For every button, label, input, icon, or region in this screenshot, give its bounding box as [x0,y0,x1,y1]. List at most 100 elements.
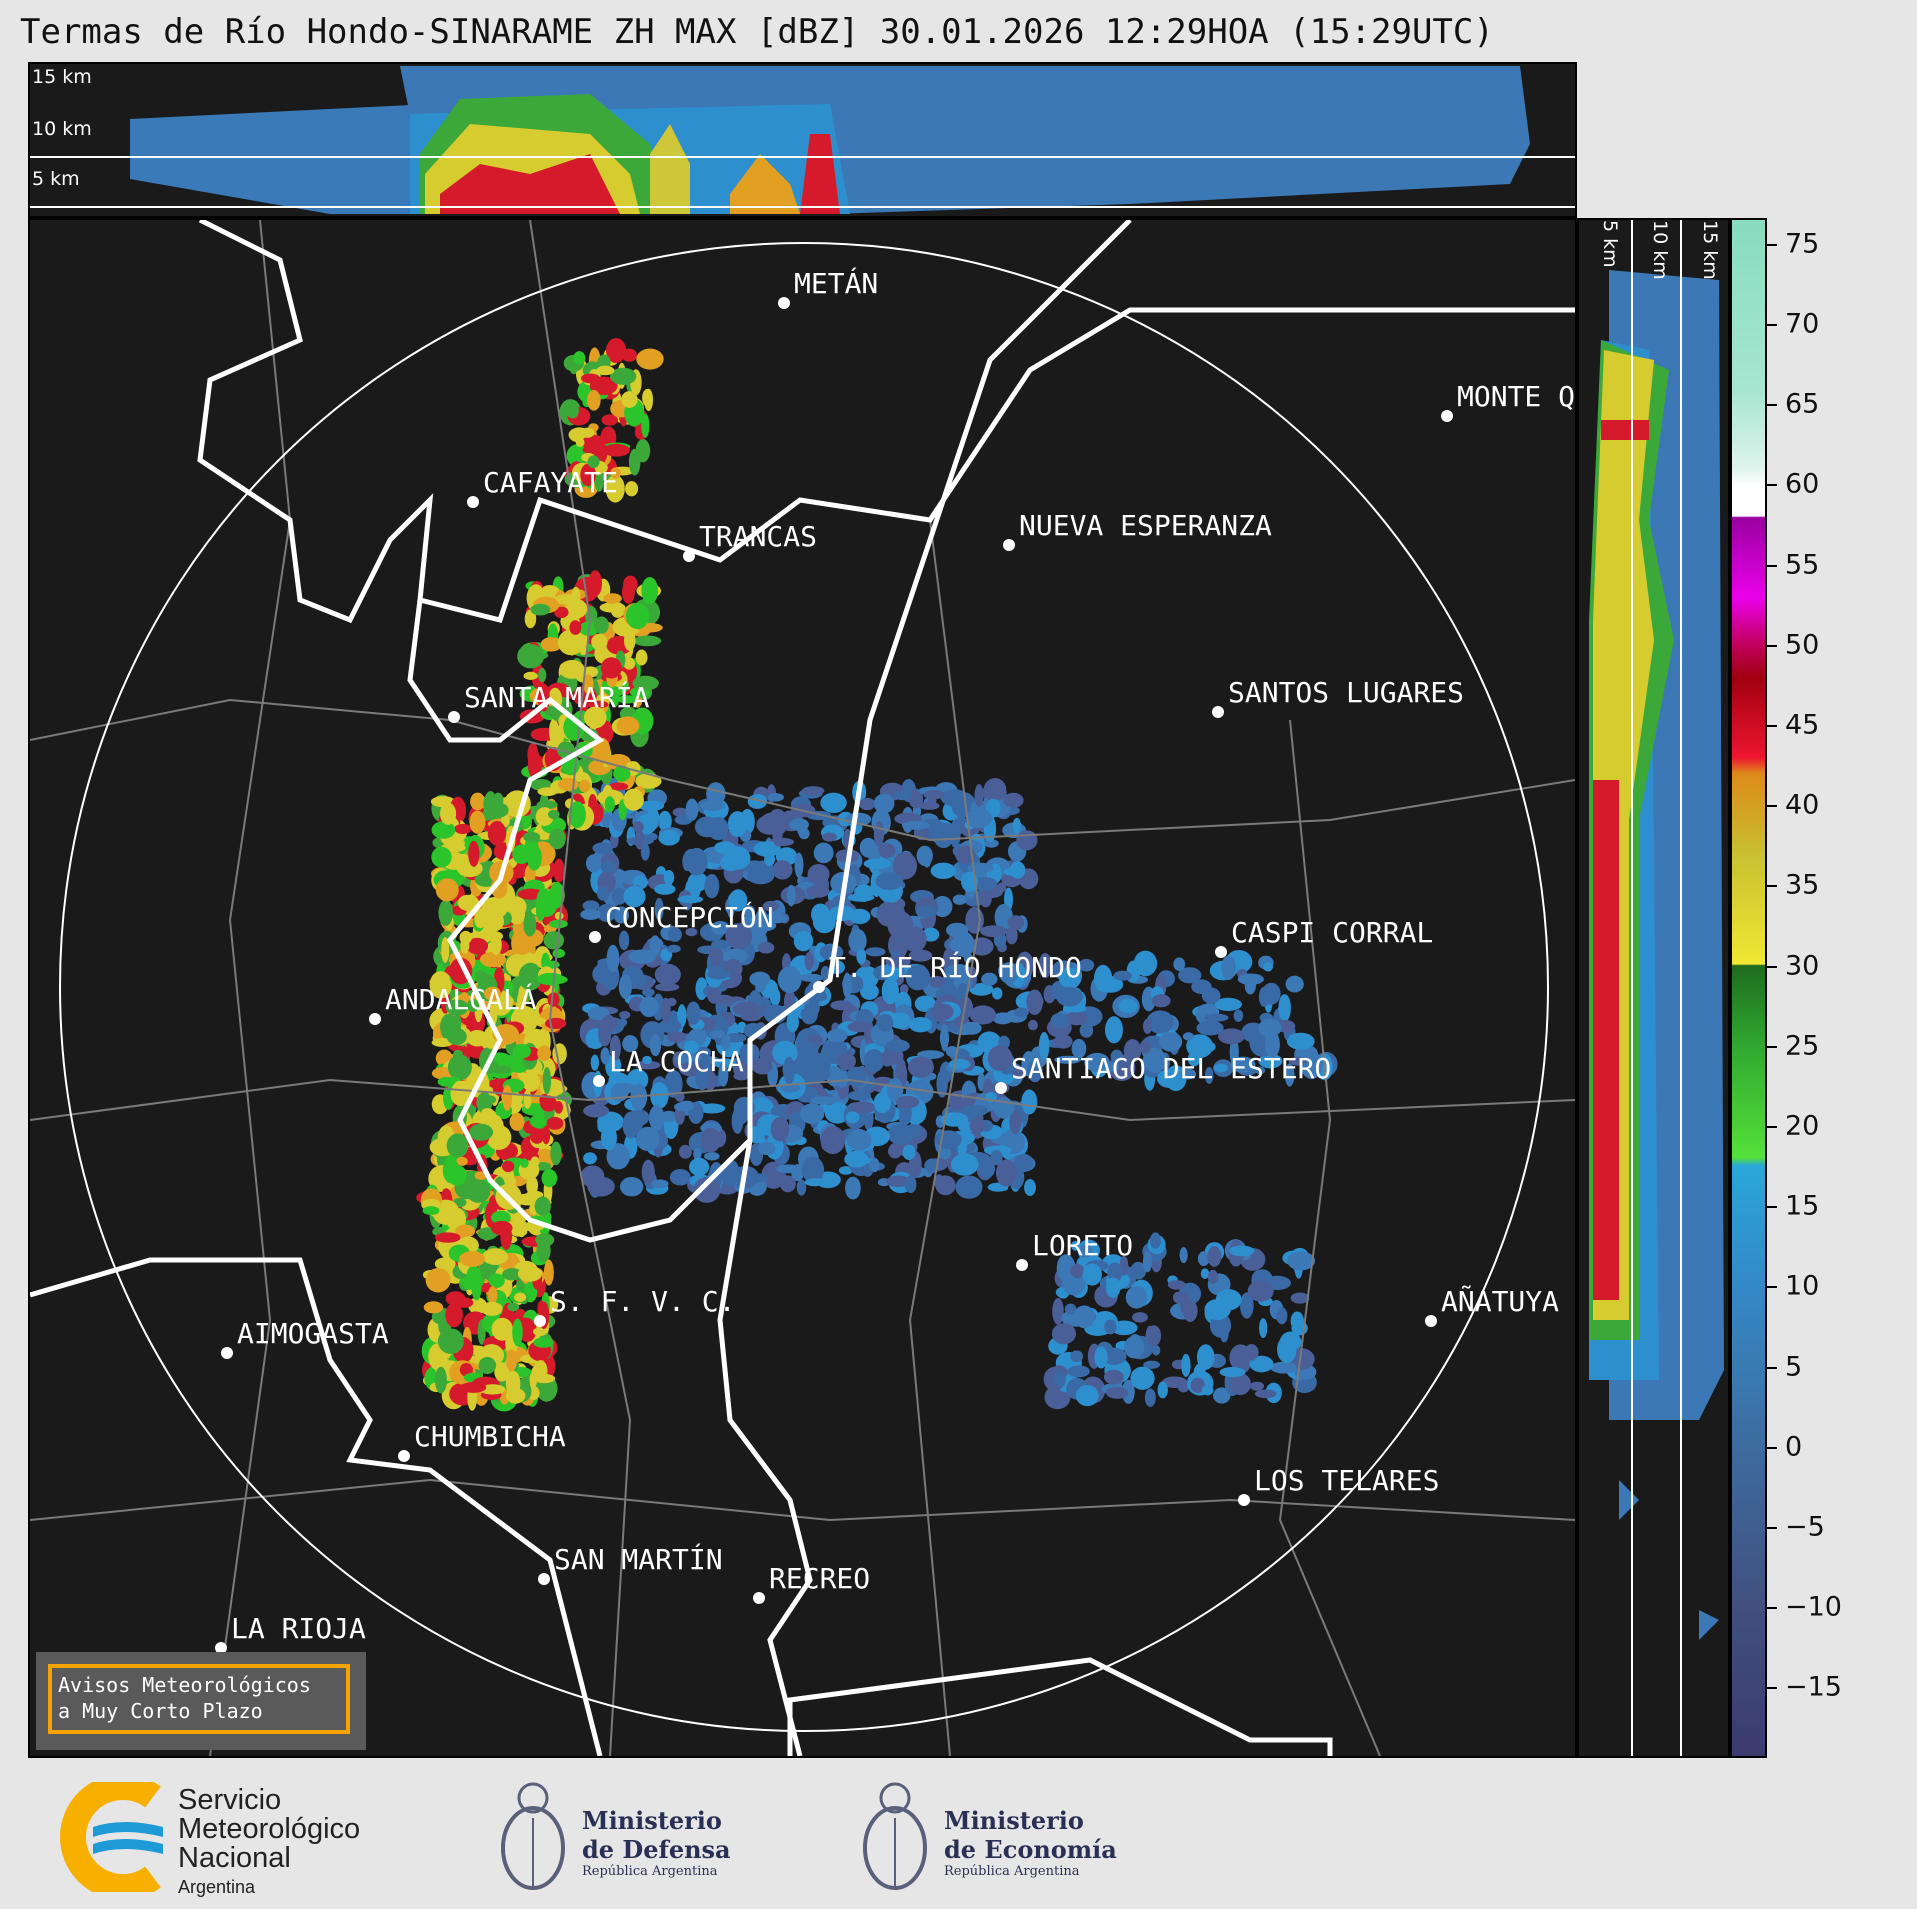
echo-cell [1050,1012,1069,1028]
echo-cell [423,1301,444,1314]
defensa-logo: Ministerio de Defensa República Argentin… [496,1778,731,1902]
colorbar-tick [1767,1045,1777,1048]
echo-cell [1146,1325,1162,1347]
echo-cell [1065,1011,1088,1026]
echo-cell [1146,1010,1174,1034]
echo-cell [479,951,507,968]
echo-cell [554,606,569,619]
echo-cell [587,1006,610,1021]
echo-cell [1009,861,1026,879]
colorbar-tick-label: 25 [1785,1030,1820,1062]
echo-cell [666,944,681,953]
echo-cell [1124,1335,1145,1359]
echo-cell [641,1159,655,1185]
echo-cell [568,801,586,829]
echo-cell [685,927,698,937]
echo-cell [757,941,775,954]
echo-cell [593,616,609,634]
echo-cell [706,968,731,980]
echo-cell [695,1069,709,1091]
echo-cell [672,807,689,817]
echo-cell [1288,1056,1307,1066]
echo-cell [998,963,1014,979]
echo-cell [596,365,615,376]
city-label: ANDALGALÁ [385,983,537,1016]
echo-cell [687,872,709,892]
echo-cell [535,900,546,921]
echo-cell [569,620,582,635]
echo-cell [796,1179,807,1196]
echo-cell [441,936,450,963]
echo-cell [640,843,650,861]
city-marker [813,981,825,993]
echo-cell [693,1176,721,1203]
echo-cell [856,949,867,965]
colorbar-tick [1767,644,1777,647]
echo-cell [743,905,755,918]
city-label: LOS TELARES [1254,1464,1440,1497]
echo-cell [1151,1344,1161,1356]
echo-cell [1180,1068,1197,1080]
echo-cell [686,847,708,876]
echo-cell [848,928,867,953]
echo-cell [799,1103,825,1124]
echo-cell [877,843,896,859]
echo-cell [969,1005,997,1025]
echo-cell [618,1018,628,1027]
echo-cell [901,820,930,830]
echo-cell [545,1017,567,1030]
echo-cell [720,854,742,871]
echo-cell [1230,1056,1256,1073]
echo-cell [583,706,607,729]
echo-cell [1201,987,1221,1004]
city-marker [369,1013,381,1025]
avisos-line2: a Muy Corto Plazo [58,1699,263,1723]
echo-cell [845,1176,861,1200]
echo-cell [658,1019,682,1034]
echo-cell [1142,1250,1153,1273]
echo-cell [950,1153,979,1176]
department-borders [30,220,1575,1756]
echo-cell [904,1175,917,1194]
echo-cell [506,1349,518,1372]
radar-map[interactable]: METÁN MONTE Q CAFAYATE TRANCAS NUEVA ESPERAN… [28,218,1577,1758]
echo-cell [508,905,526,925]
echo-cell [617,695,637,704]
echo-cell [497,995,514,1006]
echo-cell [847,1090,872,1101]
echo-cell [915,905,937,918]
colorbar-tick [1767,885,1777,888]
echo-cell [618,974,632,1000]
colorbar-tick [1767,1366,1777,1369]
echo-cell [552,948,565,959]
echo-cell [811,903,830,926]
echo-cell [600,1125,617,1151]
colorbar-tick [1767,1446,1777,1449]
echo-cell [606,338,627,364]
echo-cell [886,1175,911,1188]
echo-cell [481,896,508,919]
echo-cell [549,919,568,929]
echo-cell [634,829,645,850]
city-marker [1215,946,1227,958]
echo-cell [641,413,650,438]
city-label: TRANCAS [699,520,818,553]
echo-cell [518,962,543,991]
echo-cell [422,1206,440,1215]
echo-cell [1053,1034,1073,1049]
echo-cell [601,860,617,873]
city-marker [538,1573,550,1585]
echo-cell [437,1076,456,1087]
echo-cell [762,900,780,912]
echo-cell [804,1178,825,1187]
echo-cell [628,949,657,964]
echo-cell [963,952,973,964]
radar-range-ring [59,242,1549,1732]
echo-cell [619,1010,631,1020]
colorbar-tick-label: 0 [1785,1431,1803,1463]
echo-cell [869,1157,880,1173]
defensa-line2: de Defensa [582,1835,731,1864]
colorbar-tick-label: 45 [1785,709,1820,741]
echo-cell [1130,1366,1155,1390]
echo-cell [541,1169,558,1188]
